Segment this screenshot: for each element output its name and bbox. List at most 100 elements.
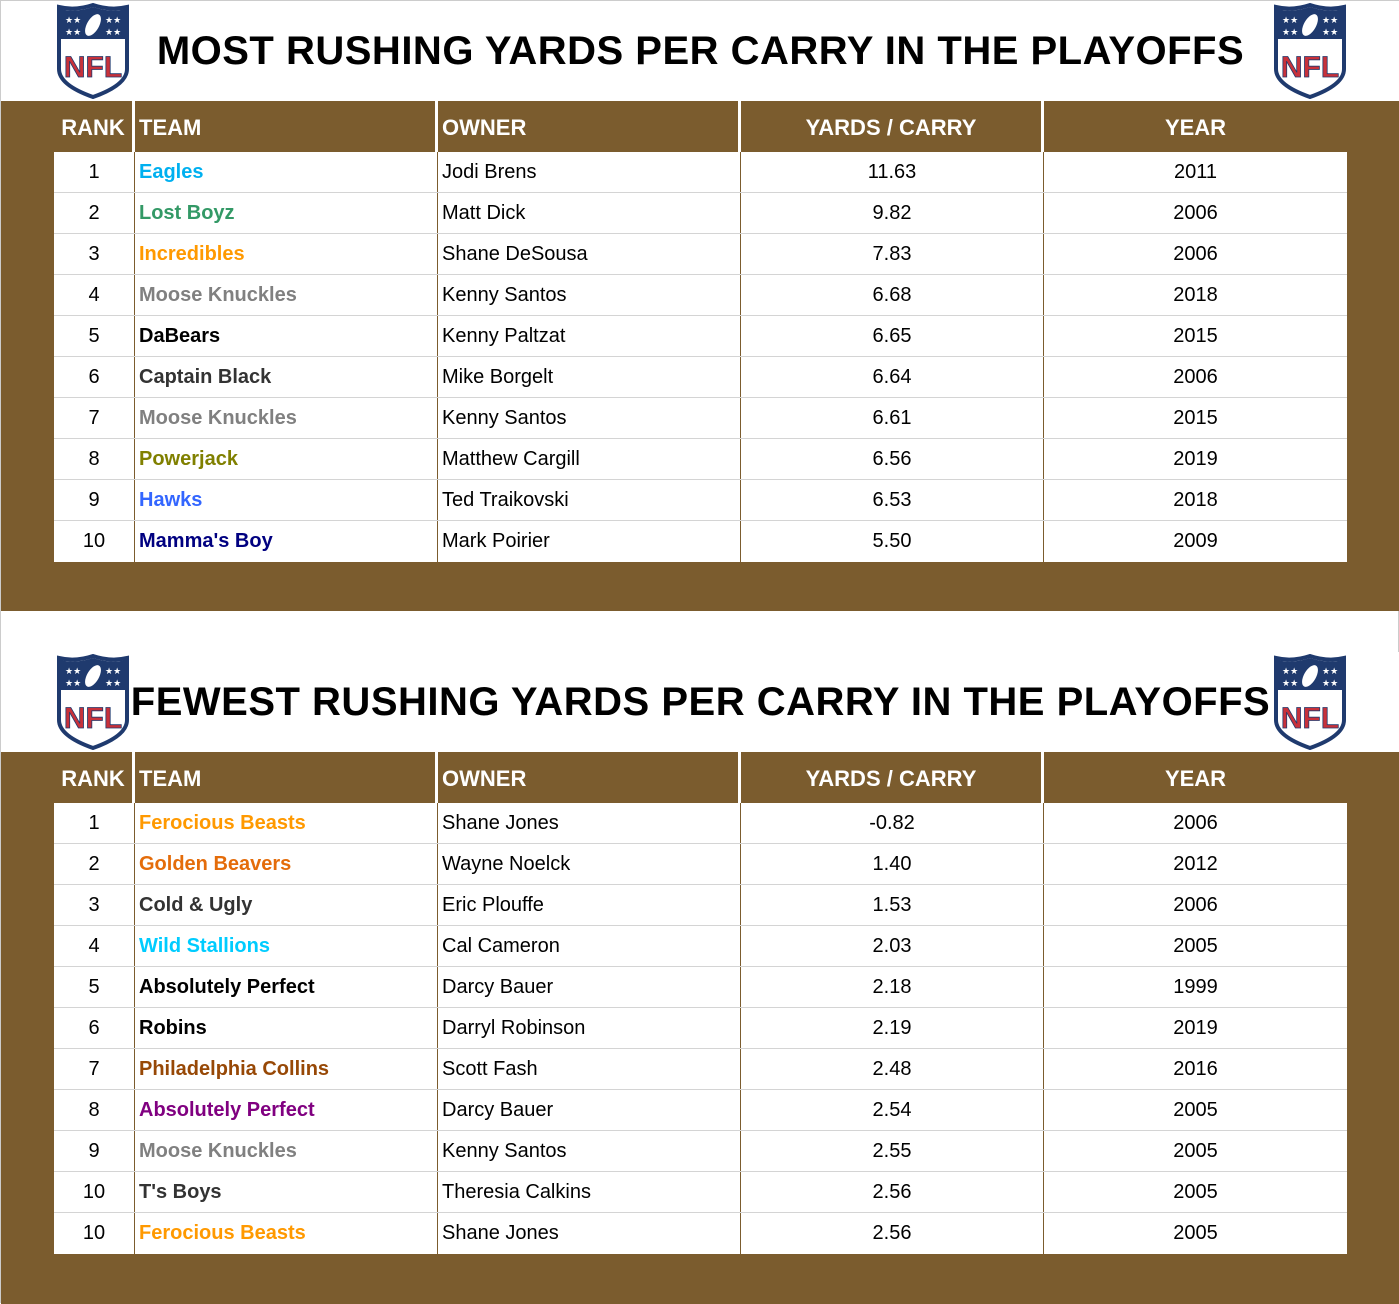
table-row: 7 Moose Knuckles Kenny Santos 6.61 2015 (54, 398, 1347, 439)
svg-text:★★: ★★ (1282, 16, 1298, 26)
owner-cell: Darcy Bauer (438, 1090, 741, 1130)
rank-cell: 1 (54, 152, 135, 192)
rank-cell: 10 (54, 1172, 135, 1212)
header-rank: RANK (54, 101, 135, 152)
header-team: TEAM (135, 752, 438, 803)
ypc-cell: 6.61 (741, 398, 1044, 438)
year-cell: 2006 (1173, 366, 1218, 388)
year-cell: 2018 (1173, 489, 1218, 511)
table-body: 1 Eagles Jodi Brens 11.63 2011 2 Lost Boyz Matt… (54, 152, 1347, 562)
nfl-logo-left: ★★ ★★ ★★ ★★ NFL (55, 2, 131, 100)
table-row: 5 Absolutely Perfect Darcy Bauer 2.18 1999 (54, 967, 1347, 1008)
year-cell: 2012 (1173, 853, 1218, 875)
year-cell: 2006 (1173, 894, 1218, 916)
table-row: 10 T's Boys Theresia Calkins 2.56 2005 (54, 1172, 1347, 1213)
owner-cell: Jodi Brens (438, 152, 741, 192)
most-table: RANK TEAM OWNER YARDS / CARRY YEAR 1 Eagl… (1, 101, 1399, 611)
team-cell: Lost Boyz (135, 193, 438, 233)
owner-cell: Matthew Cargill (438, 439, 741, 479)
svg-text:★★: ★★ (105, 16, 121, 26)
rank-cell: 2 (54, 844, 135, 884)
team-cell: Moose Knuckles (135, 1131, 438, 1171)
ypc-cell: 6.68 (741, 275, 1044, 315)
owner-cell: Kenny Santos (438, 1131, 741, 1171)
ypc-cell: 2.56 (741, 1213, 1044, 1254)
svg-text:★★: ★★ (105, 28, 121, 38)
table-row: 9 Moose Knuckles Kenny Santos 2.55 2005 (54, 1131, 1347, 1172)
table-row: 6 Captain Black Mike Borgelt 6.64 2006 (54, 357, 1347, 398)
table-row: 5 DaBears Kenny Paltzat 6.65 2015 (54, 316, 1347, 357)
team-cell: DaBears (135, 316, 438, 356)
owner-cell: Shane Jones (438, 803, 741, 843)
nfl-logo-icon: ★★ ★★ ★★ ★★ NFL (57, 653, 129, 751)
year-cell: 2006 (1173, 812, 1218, 834)
owner-cell: Kenny Santos (438, 275, 741, 315)
rank-cell: 3 (54, 234, 135, 274)
year-cell: 2015 (1173, 407, 1218, 429)
year-cell: 1999 (1173, 976, 1218, 998)
team-cell: Golden Beavers (135, 844, 438, 884)
most-section: ★★ ★★ ★★ ★★ NFL MOST RUSHING YARDS PER CARR… (1, 1, 1399, 611)
owner-cell: Theresia Calkins (438, 1172, 741, 1212)
table-row: 3 Cold & Ugly Eric Plouffe 1.53 2006 (54, 885, 1347, 926)
nfl-logo-right: ★★ ★★ ★★ ★★ NFL (1272, 653, 1348, 751)
rank-cell: 10 (54, 1213, 135, 1254)
nfl-logo-icon: ★★ ★★ ★★ ★★ NFL (1274, 653, 1346, 751)
rank-cell: 1 (54, 803, 135, 843)
ypc-cell: 1.40 (741, 844, 1044, 884)
svg-text:NFL: NFL (64, 51, 122, 84)
svg-text:NFL: NFL (1281, 51, 1339, 84)
rank-cell: 8 (54, 1090, 135, 1130)
svg-text:★★: ★★ (65, 28, 81, 38)
ypc-cell: 2.54 (741, 1090, 1044, 1130)
nfl-logo-icon: ★★ ★★ ★★ ★★ NFL (1274, 2, 1346, 100)
header-ypc: YARDS / CARRY (741, 101, 1044, 152)
ypc-cell: -0.82 (741, 803, 1044, 843)
team-cell: Moose Knuckles (135, 275, 438, 315)
ypc-cell: 2.48 (741, 1049, 1044, 1089)
rank-cell: 3 (54, 885, 135, 925)
team-cell: Moose Knuckles (135, 398, 438, 438)
header-owner: OWNER (438, 752, 741, 803)
owner-cell: Cal Cameron (438, 926, 741, 966)
rank-cell: 7 (54, 1049, 135, 1089)
table-row: 4 Wild Stallions Cal Cameron 2.03 2005 (54, 926, 1347, 967)
fewest-table: RANK TEAM OWNER YARDS / CARRY YEAR 1 Fero… (1, 752, 1399, 1304)
year-cell: 2009 (1173, 530, 1218, 552)
team-cell: Captain Black (135, 357, 438, 397)
nfl-logo-right: ★★ ★★ ★★ ★★ NFL (1272, 2, 1348, 100)
ypc-cell: 6.56 (741, 439, 1044, 479)
year-cell: 2006 (1173, 202, 1218, 224)
ypc-cell: 2.18 (741, 967, 1044, 1007)
owner-cell: Ted Traikovski (438, 480, 741, 520)
team-cell: Robins (135, 1008, 438, 1048)
table-row: 1 Ferocious Beasts Shane Jones -0.82 2006 (54, 803, 1347, 844)
team-cell: Eagles (135, 152, 438, 192)
fewest-title: FEWEST RUSHING YARDS PER CARRY IN THE PL… (130, 680, 1271, 724)
team-cell: Cold & Ugly (135, 885, 438, 925)
rank-cell: 8 (54, 439, 135, 479)
svg-text:★★: ★★ (105, 679, 121, 689)
table-row: 2 Lost Boyz Matt Dick 9.82 2006 (54, 193, 1347, 234)
team-cell: Philadelphia Collins (135, 1049, 438, 1089)
table-body: 1 Ferocious Beasts Shane Jones -0.82 2006 2 Go… (54, 803, 1347, 1254)
svg-text:★★: ★★ (1322, 28, 1338, 38)
team-cell: T's Boys (135, 1172, 438, 1212)
svg-text:★★: ★★ (1282, 679, 1298, 689)
year-cell: 2005 (1173, 1140, 1218, 1162)
header-rank: RANK (54, 752, 135, 803)
owner-cell: Shane DeSousa (438, 234, 741, 274)
svg-text:★★: ★★ (1322, 667, 1338, 677)
header-owner: OWNER (438, 101, 741, 152)
owner-cell: Matt Dick (438, 193, 741, 233)
nfl-logo-left: ★★ ★★ ★★ ★★ NFL (55, 653, 131, 751)
ypc-cell: 11.63 (741, 152, 1044, 192)
table-header: RANK TEAM OWNER YARDS / CARRY YEAR (54, 752, 1347, 803)
owner-cell: Mark Poirier (438, 521, 741, 562)
table-row: 8 Absolutely Perfect Darcy Bauer 2.54 2005 (54, 1090, 1347, 1131)
svg-text:★★: ★★ (1282, 667, 1298, 677)
header-ypc: YARDS / CARRY (741, 752, 1044, 803)
owner-cell: Kenny Paltzat (438, 316, 741, 356)
nfl-logo-icon: ★★ ★★ ★★ ★★ NFL (57, 2, 129, 100)
rank-cell: 9 (54, 480, 135, 520)
